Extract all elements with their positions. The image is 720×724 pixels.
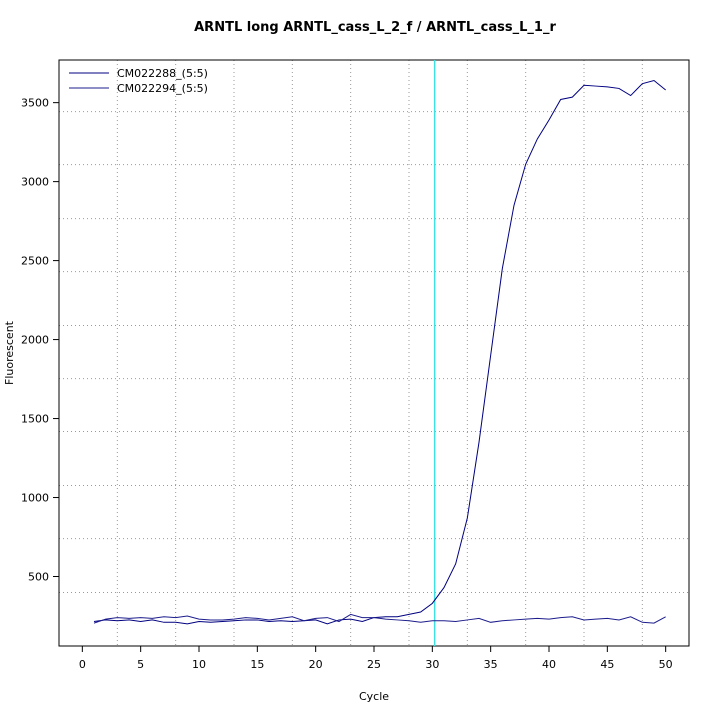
x-tick-label: 10	[192, 658, 206, 671]
x-tick-label: 35	[484, 658, 498, 671]
x-tick-label: 50	[659, 658, 673, 671]
y-tick-label: 2000	[21, 334, 49, 347]
x-tick-label: 0	[79, 658, 86, 671]
legend-label: CM022294_(5:5)	[117, 82, 208, 95]
y-tick-label: 500	[28, 571, 49, 584]
y-tick-label: 3500	[21, 97, 49, 110]
x-tick-label: 5	[137, 658, 144, 671]
legend-label: CM022288_(5:5)	[117, 67, 208, 80]
x-tick-label: 40	[542, 658, 556, 671]
y-tick-label: 3000	[21, 176, 49, 189]
x-axis-label: Cycle	[359, 690, 389, 703]
y-tick-label: 1500	[21, 413, 49, 426]
x-tick-label: 20	[309, 658, 323, 671]
series-line	[93, 613, 666, 624]
series-line	[93, 79, 666, 625]
x-tick-label: 15	[250, 658, 264, 671]
y-tick-label: 2500	[21, 255, 49, 268]
x-tick-label: 30	[425, 658, 439, 671]
x-tick-label: 25	[367, 658, 381, 671]
x-tick-label: 45	[600, 658, 614, 671]
y-axis-label: Fluorescent	[3, 320, 16, 385]
y-tick-label: 1000	[21, 492, 49, 505]
chart-title: ARNTL long ARNTL_cass_L_2_f / ARNTL_cass…	[194, 20, 556, 35]
